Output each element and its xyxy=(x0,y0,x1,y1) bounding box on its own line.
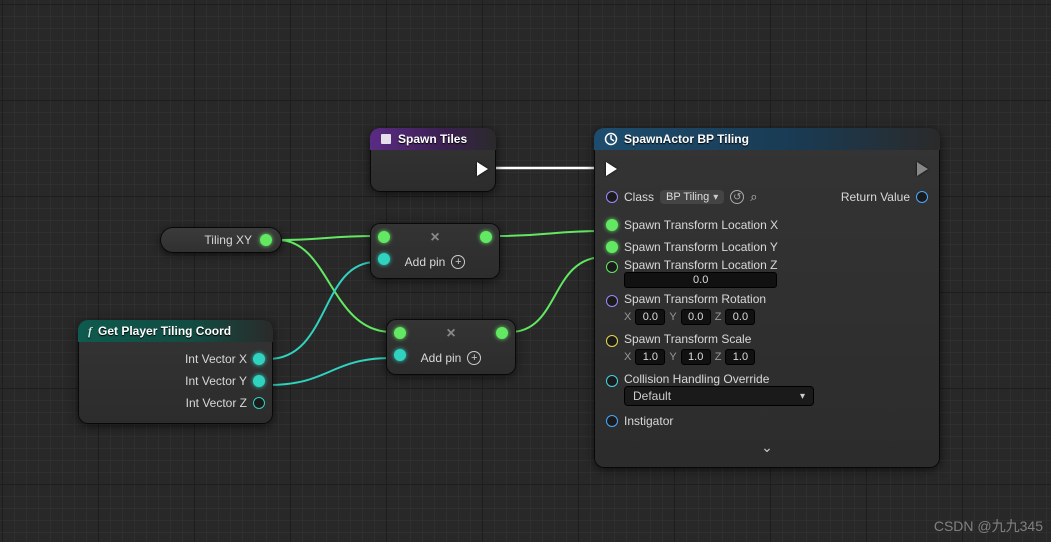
axis-y-label: Y xyxy=(669,351,676,363)
search-class-button[interactable] xyxy=(750,189,757,205)
collision-value: Default xyxy=(633,389,671,403)
class-dropdown[interactable]: BP Tiling ▾ xyxy=(660,190,724,204)
add-pin-label: Add pin xyxy=(421,351,462,365)
axis-z-label: Z xyxy=(715,311,722,323)
chevron-down-icon: ▾ xyxy=(713,192,718,203)
node-title: f Get Player Tiling Coord xyxy=(78,320,273,342)
scale-label: Spawn Transform Scale xyxy=(624,332,755,346)
output-pin-z[interactable] xyxy=(253,397,265,409)
pin-label: Int Vector Z xyxy=(186,396,247,410)
axis-y-label: Y xyxy=(669,311,676,323)
spawn-icon xyxy=(604,132,618,146)
pin-label: Int Vector X xyxy=(185,352,247,366)
axis-x-label: X xyxy=(624,351,631,363)
multiply-icon: × xyxy=(406,325,496,343)
scale-z-input[interactable]: 1.0 xyxy=(725,349,755,365)
scale-y-input[interactable]: 1.0 xyxy=(681,349,711,365)
output-pin-y[interactable] xyxy=(253,375,265,387)
node-multiply-2[interactable]: × Add pin + xyxy=(386,319,516,375)
input-pin-b[interactable] xyxy=(378,253,390,265)
variable-node-tiling-xy[interactable]: Tiling XY xyxy=(160,227,282,253)
rot-x-input[interactable]: 0.0 xyxy=(635,309,665,325)
node-title: SpawnActor BP Tiling xyxy=(594,128,940,150)
instigator-label: Instigator xyxy=(624,414,673,428)
exec-output-pin[interactable] xyxy=(917,162,928,176)
input-pin-a[interactable] xyxy=(394,327,406,339)
scale-pin[interactable] xyxy=(606,335,618,347)
title-text: SpawnActor BP Tiling xyxy=(624,132,749,146)
loc-z-pin[interactable] xyxy=(606,261,618,273)
return-value-label: Return Value xyxy=(841,190,910,204)
rot-y-input[interactable]: 0.0 xyxy=(681,309,711,325)
output-pin[interactable] xyxy=(480,231,492,243)
output-pin-tiling-xy[interactable] xyxy=(260,234,272,246)
collision-select[interactable]: Default ▾ xyxy=(624,386,814,406)
class-input-pin[interactable] xyxy=(606,191,618,203)
pin-label: Int Vector Y xyxy=(185,374,247,388)
variable-label: Tiling XY xyxy=(204,233,252,247)
axis-x-label: X xyxy=(624,311,631,323)
class-label: Class xyxy=(624,190,654,204)
event-icon xyxy=(380,133,392,145)
loc-y-pin[interactable] xyxy=(606,241,618,253)
node-spawn-tiles[interactable]: Spawn Tiles xyxy=(370,128,496,192)
node-title: Spawn Tiles xyxy=(370,128,496,150)
title-text: Spawn Tiles xyxy=(398,132,467,146)
loc-z-label: Spawn Transform Location Z xyxy=(624,258,777,272)
instigator-pin[interactable] xyxy=(606,415,618,427)
rotation-label: Spawn Transform Rotation xyxy=(624,292,766,306)
node-multiply-1[interactable]: × Add pin + xyxy=(370,223,500,279)
function-icon: f xyxy=(88,324,92,339)
rotation-pin[interactable] xyxy=(606,295,618,307)
input-pin-a[interactable] xyxy=(378,231,390,243)
loc-y-label: Spawn Transform Location Y xyxy=(624,240,778,254)
scale-x-input[interactable]: 1.0 xyxy=(635,349,665,365)
title-text: Get Player Tiling Coord xyxy=(98,324,231,338)
return-value-pin[interactable] xyxy=(916,191,928,203)
chevron-down-icon: ▾ xyxy=(800,391,805,402)
add-pin-button[interactable]: + xyxy=(451,255,465,269)
node-spawn-actor[interactable]: SpawnActor BP Tiling Class BP Tiling ▾ ↺… xyxy=(594,128,940,468)
collision-label: Collision Handling Override xyxy=(624,372,814,386)
axis-z-label: Z xyxy=(715,351,722,363)
loc-x-pin[interactable] xyxy=(606,219,618,231)
collision-pin[interactable] xyxy=(606,375,618,387)
loc-z-input[interactable]: 0.0 xyxy=(624,272,777,288)
input-pin-b[interactable] xyxy=(394,349,406,361)
output-pin[interactable] xyxy=(496,327,508,339)
rot-z-input[interactable]: 0.0 xyxy=(725,309,755,325)
add-pin-button[interactable]: + xyxy=(467,351,481,365)
exec-input-pin[interactable] xyxy=(606,162,617,176)
expand-node-button[interactable]: ⌄ xyxy=(761,439,773,456)
exec-output-pin[interactable] xyxy=(477,162,488,176)
reset-class-button[interactable]: ↺ xyxy=(730,190,744,204)
node-get-player-tiling-coord[interactable]: f Get Player Tiling Coord Int Vector X I… xyxy=(78,320,273,424)
class-value: BP Tiling xyxy=(666,191,709,203)
add-pin-label: Add pin xyxy=(405,255,446,269)
output-pin-x[interactable] xyxy=(253,353,265,365)
multiply-icon: × xyxy=(390,229,480,247)
loc-x-label: Spawn Transform Location X xyxy=(624,218,778,232)
